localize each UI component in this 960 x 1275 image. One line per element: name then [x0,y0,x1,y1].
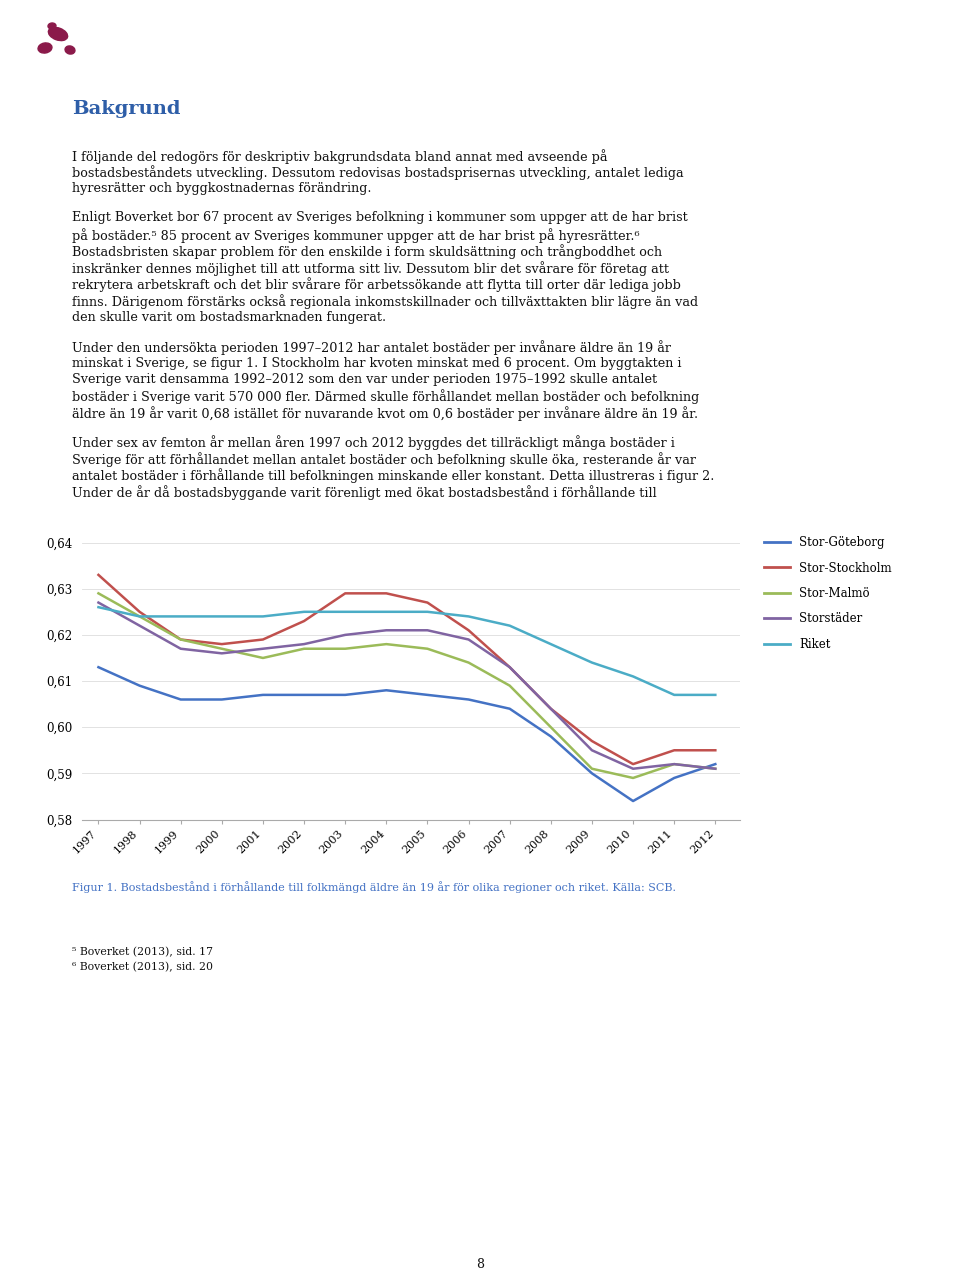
Text: Under den undersökta perioden 1997–2012 har antalet bostäder per invånare äldre : Under den undersökta perioden 1997–2012 … [72,340,671,354]
Text: hyresrätter och byggkostnadernas förändring.: hyresrätter och byggkostnadernas förändr… [72,182,372,195]
Ellipse shape [65,46,75,54]
Text: Figur 1. Bostadsbestånd i förhållande till folkmängd äldre än 19 år för olika re: Figur 1. Bostadsbestånd i förhållande ti… [72,881,676,894]
Text: 070-30 43 160   |   Box 3037, 103 61, Stockholm: 070-30 43 160 | Box 3037, 103 61, Stockh… [460,47,712,57]
Text: bostadsbeståndets utveckling. Dessutom redovisas bostadsprisernas utveckling, an: bostadsbeståndets utveckling. Dessutom r… [72,166,684,180]
Legend: Stor-Göteborg, Stor-Stockholm, Stor-Malmö, Storstäder, Riket: Stor-Göteborg, Stor-Stockholm, Stor-Malm… [759,532,897,655]
Text: inskränker dennes möjlighet till att utforma sitt liv. Dessutom blir det svårare: inskränker dennes möjlighet till att utf… [72,261,669,275]
Text: bostäder i Sverige varit 570 000 fler. Därmed skulle förhållandet mellan bostäde: bostäder i Sverige varit 570 000 fler. D… [72,389,699,404]
Text: www.reforminstitutet.se   |   info@reforminstitutet.se: www.reforminstitutet.se | info@reformins… [460,23,737,33]
Text: Bakgrund: Bakgrund [72,99,180,119]
Text: Under sex av femton år mellan åren 1997 och 2012 byggdes det tillräckligt många : Under sex av femton år mellan åren 1997 … [72,436,675,450]
Text: den skulle varit om bostadsmarknaden fungerat.: den skulle varit om bostadsmarknaden fun… [72,311,386,324]
Text: antalet bostäder i förhållande till befolkningen minskande eller konstant. Detta: antalet bostäder i förhållande till befo… [72,468,714,483]
Text: äldre än 19 år varit 0,68 istället för nuvarande kvot om 0,6 bostäder per invåna: äldre än 19 år varit 0,68 istället för n… [72,405,698,421]
Text: rekrytera arbetskraft och det blir svårare för arbetssökande att flytta till ort: rekrytera arbetskraft och det blir svåra… [72,278,681,292]
Circle shape [26,6,90,71]
Text: på bostäder.⁵ 85 procent av Sveriges kommuner uppger att de har brist på hyresrä: på bostäder.⁵ 85 procent av Sveriges kom… [72,228,639,242]
Text: REFORMINSTITUTET: REFORMINSTITUTET [112,29,340,48]
Text: Under de år då bostadsbyggande varit förenligt med ökat bostadsbestånd i förhåll: Under de år då bostadsbyggande varit för… [72,484,657,500]
Text: I följande del redogörs för deskriptiv bakgrundsdata bland annat med avseende på: I följande del redogörs för deskriptiv b… [72,149,608,164]
Text: Sverige för att förhållandet mellan antalet bostäder och befolkning skulle öka, : Sverige för att förhållandet mellan anta… [72,453,696,467]
Text: Enligt Boverket bor 67 procent av Sveriges befolkning i kommuner som uppger att : Enligt Boverket bor 67 procent av Sverig… [72,212,687,224]
Text: Sverige varit densamma 1992–2012 som den var under perioden 1975–1992 skulle ant: Sverige varit densamma 1992–2012 som den… [72,374,658,386]
Ellipse shape [38,43,52,54]
Text: finns. Därigenom förstärks också regionala inkomstskillnader och tillväxttakten : finns. Därigenom förstärks också regiona… [72,295,698,309]
Text: Bostadsbristen skapar problem för den enskilde i form skuldsättning och trångbod: Bostadsbristen skapar problem för den en… [72,245,662,259]
Text: ⁶ Boverket (2013), sid. 20: ⁶ Boverket (2013), sid. 20 [72,961,213,972]
Text: minskat i Sverige, se figur 1. I Stockholm har kvoten minskat med 6 procent. Om : minskat i Sverige, se figur 1. I Stockho… [72,357,682,370]
Ellipse shape [48,23,56,29]
Ellipse shape [48,27,67,41]
Text: ⁵ Boverket (2013), sid. 17: ⁵ Boverket (2013), sid. 17 [72,946,213,956]
Text: 8: 8 [476,1258,484,1271]
